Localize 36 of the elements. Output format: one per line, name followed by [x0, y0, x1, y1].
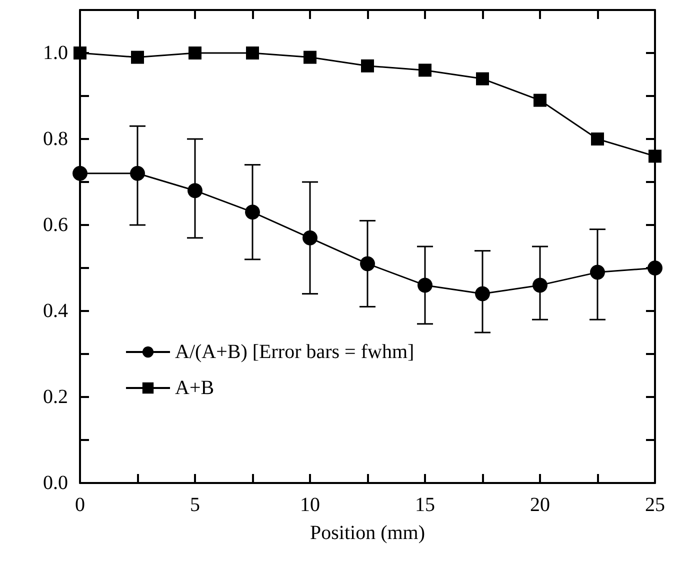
point: [74, 46, 86, 60]
x-tick-label: 5: [190, 494, 200, 516]
y-tick-label: 1.0: [43, 42, 68, 64]
point: [304, 50, 316, 64]
point: [532, 278, 548, 293]
y-tick-label: 0.8: [43, 128, 68, 150]
point: [590, 264, 605, 280]
point: [476, 72, 489, 86]
y-tick-label: 0.0: [43, 472, 68, 494]
point: [131, 50, 144, 64]
legend-label: A/(A+B) [Error bars = fwhm]: [175, 341, 414, 363]
point: [418, 64, 432, 77]
x-tick-label: 20: [530, 494, 550, 516]
point: [245, 204, 260, 220]
x-tick-label: 25: [645, 494, 665, 516]
y-tick-label: 0.2: [43, 386, 68, 408]
point: [534, 94, 546, 107]
x-axis-title: Position (mm): [310, 522, 426, 544]
x-tick-label: 0: [75, 494, 85, 516]
y-tick-label: 0.6: [43, 214, 68, 236]
point: [591, 132, 604, 146]
point: [418, 278, 432, 293]
y-tick-label: 0.4: [43, 300, 68, 322]
legend-label: A+B: [175, 377, 214, 399]
x-tick-label: 15: [415, 494, 435, 516]
point: [188, 46, 202, 60]
point: [188, 183, 202, 198]
point: [648, 150, 662, 163]
x-tick-label: 10: [300, 494, 320, 516]
point: [130, 166, 145, 181]
point: [72, 166, 88, 181]
point: [246, 46, 259, 60]
point: [361, 59, 374, 72]
point: [302, 230, 318, 246]
point: [475, 286, 490, 302]
point: [360, 256, 375, 272]
